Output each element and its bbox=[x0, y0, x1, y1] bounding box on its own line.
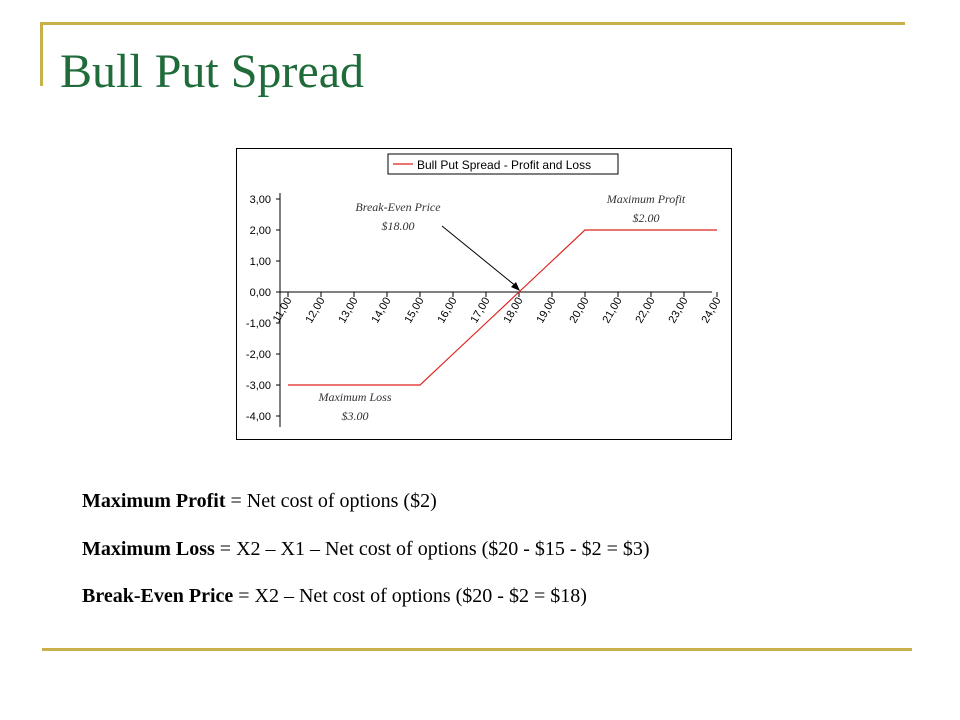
max-profit-term: Maximum Profit bbox=[82, 490, 226, 512]
y-tick-label: 0,00 bbox=[250, 287, 271, 299]
y-tick-label: -4,00 bbox=[246, 411, 271, 423]
chart-annotations: Break-Even Price $18.00 Maximum Profit $2.0… bbox=[317, 192, 685, 423]
left-rule bbox=[40, 22, 43, 86]
legend-box bbox=[387, 153, 619, 175]
max-loss-text: = X2 – X1 – Net cost of options ($20 - $… bbox=[214, 538, 650, 560]
chart-legend: Bull Put Spread - Profit and Loss bbox=[387, 153, 619, 175]
y-axis-ticks: 3,00 2,00 1,00 0,00 -1,00 -2,00 -3,00 -4,00 bbox=[246, 194, 280, 423]
top-rule bbox=[40, 22, 905, 25]
breakeven-arrow bbox=[441, 225, 518, 288]
max-loss-term: Maximum Loss bbox=[82, 538, 215, 560]
y-tick-label: -3,00 bbox=[246, 380, 271, 392]
series-group bbox=[288, 229, 717, 386]
max-profit-text: = Net cost of options ($2) bbox=[225, 490, 437, 512]
max-loss-formula: Maximum Loss = X2 – X1 – Net cost of opt… bbox=[82, 538, 650, 561]
series-line bbox=[288, 229, 717, 386]
break-even-formula: Break-Even Price = X2 – Net cost of opti… bbox=[82, 585, 587, 608]
y-tick-label: 2,00 bbox=[250, 225, 271, 237]
breakeven-arrowhead bbox=[511, 282, 520, 291]
legend-label: Bull Put Spread - Profit and Loss bbox=[417, 158, 591, 172]
maxprofit-value: $2.00 bbox=[633, 211, 660, 225]
bottom-rule bbox=[42, 648, 912, 651]
y-tick-label: -1,00 bbox=[246, 318, 271, 330]
profit-loss-chart: Bull Put Spread - Profit and Loss 3,00 2,… bbox=[236, 148, 732, 440]
maxprofit-label: Maximum Profit bbox=[606, 192, 686, 206]
y-tick-label: 3,00 bbox=[250, 194, 271, 206]
breakeven-label: Break-Even Price bbox=[355, 200, 441, 214]
y-tick-label: 1,00 bbox=[250, 256, 271, 268]
breakeven-value: $18.00 bbox=[382, 219, 415, 233]
break-even-term: Break-Even Price bbox=[82, 585, 234, 607]
maxloss-label: Maximum Loss bbox=[317, 390, 391, 404]
chart-frame bbox=[236, 148, 732, 440]
y-tick-label: -2,00 bbox=[246, 349, 271, 361]
break-even-text: = X2 – Net cost of options ($20 - $2 = $… bbox=[233, 585, 587, 607]
slide-title: Bull Put Spread bbox=[60, 45, 365, 98]
maxloss-value: $3.00 bbox=[342, 409, 369, 423]
max-profit-formula: Maximum Profit = Net cost of options ($2… bbox=[82, 490, 437, 513]
